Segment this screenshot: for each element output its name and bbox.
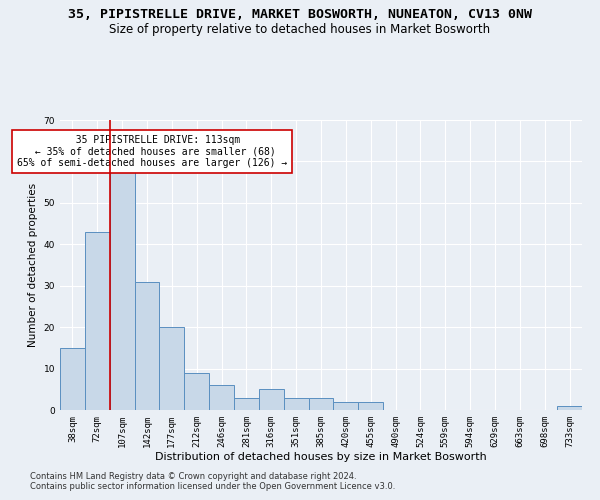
Text: 35 PIPISTRELLE DRIVE: 113sqm
 ← 35% of detached houses are smaller (68)
65% of s: 35 PIPISTRELLE DRIVE: 113sqm ← 35% of de…: [17, 134, 287, 168]
Text: 35, PIPISTRELLE DRIVE, MARKET BOSWORTH, NUNEATON, CV13 0NW: 35, PIPISTRELLE DRIVE, MARKET BOSWORTH, …: [68, 8, 532, 20]
Y-axis label: Number of detached properties: Number of detached properties: [28, 183, 38, 347]
Bar: [234, 398, 259, 410]
Bar: [60, 348, 85, 410]
Text: Size of property relative to detached houses in Market Bosworth: Size of property relative to detached ho…: [109, 22, 491, 36]
Bar: [358, 402, 383, 410]
Text: Distribution of detached houses by size in Market Bosworth: Distribution of detached houses by size …: [155, 452, 487, 462]
Bar: [134, 282, 160, 410]
Bar: [184, 372, 209, 410]
Bar: [334, 402, 358, 410]
Bar: [110, 170, 134, 410]
Text: Contains HM Land Registry data © Crown copyright and database right 2024.: Contains HM Land Registry data © Crown c…: [30, 472, 356, 481]
Bar: [308, 398, 334, 410]
Bar: [160, 327, 184, 410]
Bar: [259, 390, 284, 410]
Text: Contains public sector information licensed under the Open Government Licence v3: Contains public sector information licen…: [30, 482, 395, 491]
Bar: [284, 398, 308, 410]
Bar: [209, 385, 234, 410]
Bar: [85, 232, 110, 410]
Bar: [557, 406, 582, 410]
